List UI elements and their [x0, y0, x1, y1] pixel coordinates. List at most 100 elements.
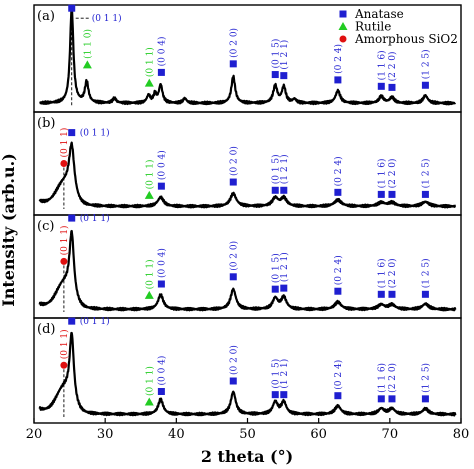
anatase-marker — [280, 391, 288, 399]
panel-label: (c) — [37, 219, 54, 234]
anatase-marker — [229, 178, 237, 186]
hkl-label: (0 1 1) — [144, 159, 155, 189]
hkl-label: (1 2 1) — [279, 40, 290, 70]
legend-label: Amorphous SiO2 — [354, 32, 458, 46]
legend-rutile-marker — [338, 22, 348, 30]
sio2-marker — [60, 257, 68, 265]
anatase-marker — [421, 190, 429, 198]
x-tick-label: 80 — [453, 427, 470, 442]
hkl-label: (0 1 1) — [80, 128, 110, 139]
hkl-label: (0 1 1) — [92, 13, 122, 24]
anatase-marker — [271, 391, 279, 399]
anatase-marker — [229, 377, 237, 385]
hkl-label: (0 0 4) — [156, 356, 167, 386]
anatase-marker — [229, 60, 237, 68]
xrd-trace — [38, 229, 457, 312]
anatase-marker — [421, 81, 429, 89]
hkl-label: (1 1 6) — [376, 158, 387, 188]
hkl-label: (0 1 5) — [270, 253, 281, 283]
hkl-label: (0 2 4) — [333, 360, 344, 390]
anatase-marker — [271, 71, 279, 79]
anatase-marker — [388, 395, 396, 403]
x-tick-label: 40 — [168, 427, 185, 442]
anatase-marker — [377, 82, 385, 90]
hkl-label: (0 1 1) — [144, 47, 155, 77]
rutile-marker — [144, 397, 154, 406]
hkl-label: (0 2 0) — [228, 28, 239, 58]
legend-label: Anatase — [354, 7, 404, 21]
panel-label: (a) — [37, 9, 55, 24]
rutile-marker — [82, 60, 92, 69]
anatase-marker — [157, 280, 165, 288]
rutile-marker — [144, 190, 154, 199]
anatase-marker — [157, 68, 165, 76]
hkl-label: (0 2 4) — [333, 156, 344, 186]
anatase-marker — [68, 129, 76, 137]
hkl-label: (1 1 6) — [376, 363, 387, 393]
panel-label: (b) — [37, 116, 55, 131]
anatase-marker — [68, 214, 76, 222]
anatase-marker — [421, 290, 429, 298]
hkl-label: (2 2 0) — [387, 258, 398, 288]
anatase-marker — [388, 190, 396, 198]
panel-a: (a) (0 1 1)(1 1 0)(0 1 1) (0 0 4) (0 2 0) (0… — [33, 4, 462, 113]
hkl-label: (0 1 1) — [59, 225, 70, 255]
anatase-marker — [377, 290, 385, 298]
hkl-label: (0 1 5) — [270, 154, 281, 184]
legend-sio2-marker — [339, 35, 347, 43]
hkl-label: (0 1 1) — [80, 213, 110, 224]
anatase-marker — [334, 287, 342, 295]
sio2-marker — [60, 160, 68, 167]
hkl-label: (1 2 1) — [279, 252, 290, 282]
rutile-marker — [144, 290, 154, 299]
panels-layer: (a) (0 1 1)(1 1 0)(0 1 1) (0 0 4) (0 2 0) (0… — [33, 4, 462, 424]
anatase-marker — [377, 395, 385, 403]
anatase-marker — [421, 395, 429, 403]
anatase-marker — [377, 190, 385, 198]
panel-b: (b)(0 1 1) (0 1 1)(0 1 1) (0 0 4) (0 2 0) (0… — [33, 111, 462, 216]
hkl-label: (1 2 5) — [420, 158, 431, 188]
anatase-marker — [157, 182, 165, 190]
panel-d: (d) (0 1 1)(0 1 1)(0 1 1) (0 0 4) (0 2 0) (0… — [33, 316, 462, 424]
hkl-label: (0 0 4) — [156, 36, 167, 66]
hkl-label: (2 2 0) — [387, 51, 398, 81]
x-tick-label: 50 — [239, 427, 256, 442]
x-axis: 20 30 40 50 60 70 80 — [26, 418, 470, 442]
hkl-label: (0 1 1) — [59, 128, 70, 158]
hkl-label: (1 2 5) — [420, 258, 431, 288]
hkl-label: (1 2 1) — [279, 154, 290, 184]
anatase-marker — [271, 285, 279, 293]
x-tick-label: 20 — [26, 427, 43, 442]
anatase-marker — [157, 388, 165, 395]
xrd-trace — [38, 331, 457, 417]
hkl-label: (0 1 1) — [59, 329, 70, 359]
hkl-label: (0 1 5) — [270, 359, 281, 389]
anatase-marker — [334, 76, 342, 84]
anatase-marker — [68, 317, 76, 325]
hkl-label: (1 2 5) — [420, 363, 431, 393]
anatase-marker — [229, 273, 237, 281]
hkl-label: (0 2 4) — [333, 44, 344, 74]
anatase-marker — [334, 392, 342, 400]
hkl-label: (0 1 5) — [270, 39, 281, 69]
panel-c: (c) (0 1 1)(0 1 1)(0 1 1) (0 0 4) (0 2 0) (0… — [33, 213, 462, 319]
xrd-trace — [38, 141, 457, 209]
xrd-trace — [38, 5, 457, 106]
hkl-label: (0 0 4) — [156, 248, 167, 278]
rutile-marker — [144, 78, 154, 87]
x-axis-title: 2 theta (°) — [201, 447, 293, 466]
anatase-marker — [280, 72, 288, 80]
legend-anatase-marker — [339, 10, 347, 18]
hkl-label: (0 0 4) — [156, 150, 167, 180]
hkl-label: (1 2 5) — [420, 49, 431, 79]
legend-label: Rutile — [355, 20, 391, 34]
x-tick-label: 70 — [382, 427, 399, 442]
y-axis-title: Intensity (arb.u.) — [0, 153, 18, 307]
sio2-marker — [60, 361, 68, 369]
hkl-label: (0 1 1) — [144, 259, 155, 289]
hkl-label: (0 2 4) — [333, 255, 344, 285]
x-tick-label: 60 — [310, 427, 327, 442]
hkl-label: (0 2 0) — [228, 241, 239, 271]
hkl-label: (0 1 1) — [144, 366, 155, 396]
